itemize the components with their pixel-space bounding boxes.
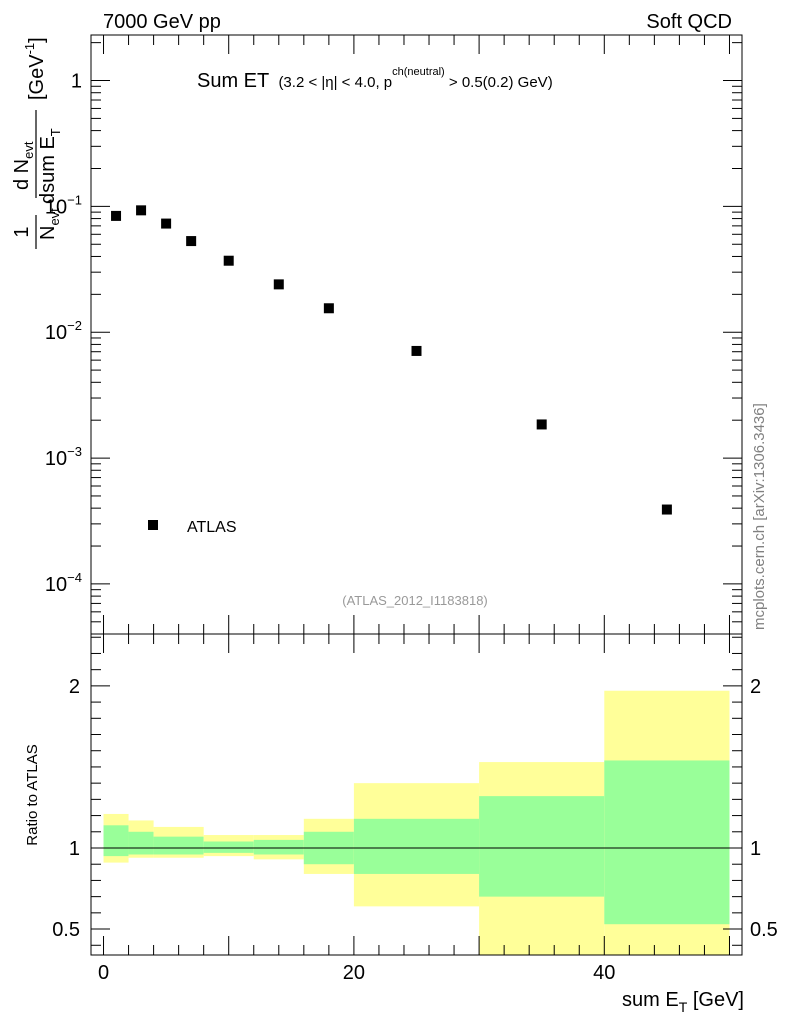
data-point [536, 419, 547, 430]
category-label: Soft QCD [646, 11, 732, 33]
x-tick-label: 20 [343, 962, 365, 984]
ratio-band-inner [128, 831, 154, 855]
ratio-band-inner [353, 818, 480, 874]
ratio-y-tick-label-right: 0.5 [750, 919, 778, 941]
ratio-y-tick-label: 0.5 [52, 919, 80, 941]
main-y-tick-label: 10−4 [45, 570, 82, 596]
main-plot-frame [90, 34, 743, 635]
data-point [111, 210, 122, 221]
main-y-tick-label: 10−3 [45, 444, 82, 470]
plot-title-sup: ch(neutral) [392, 66, 445, 78]
ratio-band-inner [479, 796, 605, 897]
analysis-label: (ATLAS_2012_I1183818) [342, 593, 488, 608]
data-points [111, 205, 672, 515]
main-y-tick-label: 1 [71, 71, 82, 93]
ratio-y-tick-labels: 0.5 0.5 1 1 2 2 [52, 676, 778, 941]
ratio-y-tick-label: 2 [69, 676, 80, 698]
watermark: mcplots.cern.ch [arXiv:1306.3436] [751, 403, 768, 630]
ratio-band-inner [203, 841, 254, 853]
legend-marker [148, 520, 158, 530]
plot-title-sub: (3.2 < |η| < 4.0, p [278, 74, 392, 91]
ratio-axis-ticks [91, 634, 742, 955]
ylabel-frac1-num: 1 [11, 226, 33, 237]
ratio-band-inner [604, 760, 730, 925]
ylabel-frac1-den: Nevt [37, 208, 62, 240]
data-point [323, 303, 334, 314]
ylabel-units: [GeV-1] [22, 37, 48, 100]
x-tick-labels: 0 20 40 [98, 962, 615, 984]
x-tick-label: 0 [98, 962, 109, 984]
data-point [411, 345, 422, 356]
main-y-tick-label: 10−1 [45, 192, 82, 218]
plot-title-tail: > 0.5(0.2) GeV) [445, 74, 553, 91]
data-point [661, 504, 672, 515]
ratio-plot-panel: 0.5 0.5 1 1 2 2 0 20 40 Ratio to ATLAS sum ET [… [24, 633, 778, 1015]
data-point [223, 255, 234, 266]
ratio-y-tick-label-right: 2 [750, 676, 761, 698]
ratio-y-tick-label-right: 1 [750, 838, 761, 860]
main-y-tick-label: 10−2 [45, 318, 82, 344]
energy-label: 7000 GeV pp [103, 11, 221, 33]
ratio-y-axis-title: Ratio to ATLAS [24, 744, 41, 845]
plot-title: Sum ET (3.2 < |η| < 4.0, pch(neutral) > … [197, 66, 553, 92]
main-axis-ticks [91, 35, 742, 635]
legend-label: ATLAS [187, 519, 237, 536]
data-point [273, 279, 284, 290]
data-point [186, 236, 197, 247]
data-point [161, 218, 172, 229]
main-plot-panel: 10−4 10−3 10−2 10−1 1 Sum ET (3.2 < |η| < 4.… [11, 34, 743, 635]
x-tick-label: 40 [593, 962, 615, 984]
main-y-axis-title: 1 Nevt d Nevt dsum ET [GeV-1] [11, 37, 63, 249]
ratio-band-inner [153, 836, 204, 855]
main-y-tick-labels: 10−4 10−3 10−2 10−1 1 [45, 71, 82, 596]
ratio-band-inner [103, 825, 129, 857]
data-point [136, 205, 147, 216]
ratio-plot-frame [90, 633, 743, 956]
ratio-bands [103, 690, 730, 955]
ratio-band-inner [253, 839, 304, 855]
plot-title-main: Sum ET [197, 70, 269, 92]
ylabel-frac2-den: dsum ET [37, 128, 63, 204]
x-axis-title: sum ET [GeV] [622, 989, 744, 1015]
ratio-y-tick-label: 1 [69, 838, 80, 860]
ylabel-frac2-num: d Nevt [11, 141, 36, 190]
